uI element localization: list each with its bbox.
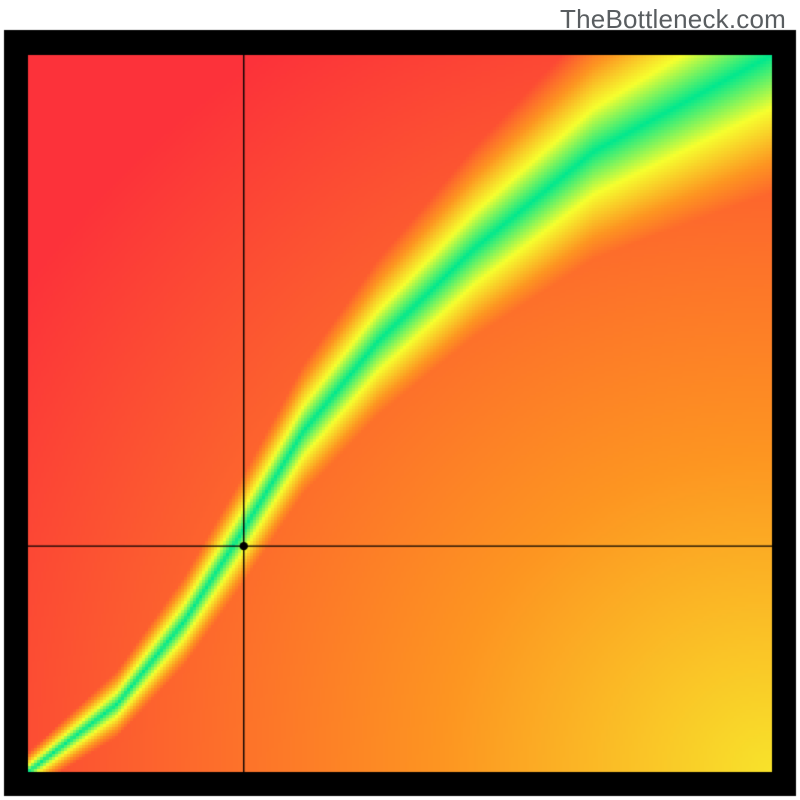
- chart-container: TheBottleneck.com: [0, 0, 800, 800]
- watermark-text: TheBottleneck.com: [560, 4, 786, 35]
- bottleneck-heatmap: [0, 0, 800, 800]
